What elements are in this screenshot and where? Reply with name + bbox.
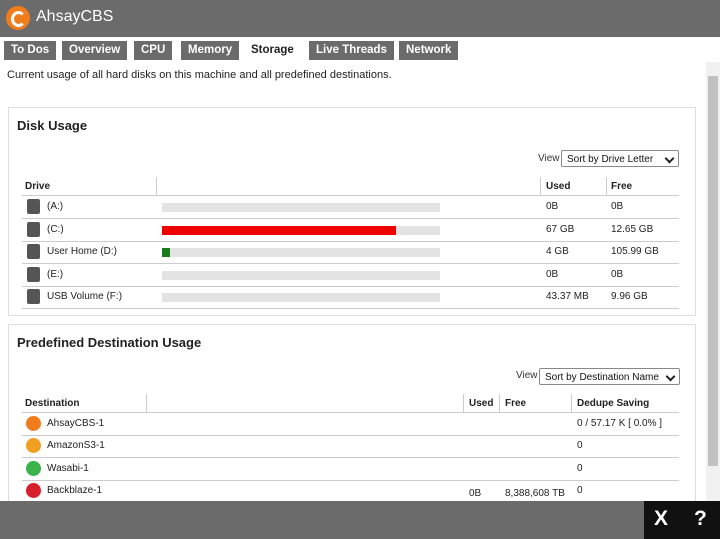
usage-track — [162, 225, 440, 235]
dedupe-saving: 0 / 57.17 K [ 0.0% ] — [577, 418, 663, 429]
content: Disk Usage View Sort by Drive Letter Drive U… — [0, 0, 706, 501]
drive-icon — [27, 221, 40, 237]
destination-icon — [26, 416, 41, 431]
destination-icon — [26, 438, 41, 454]
scroll-thumb[interactable] — [708, 76, 718, 466]
destination-name: Wasabi-1 — [47, 462, 89, 474]
drive-name: (C:) — [47, 223, 64, 235]
column-header: Free — [611, 181, 633, 192]
free: 9.96 GB — [611, 291, 648, 302]
row-rule — [22, 435, 679, 436]
row-rule — [22, 263, 679, 264]
free: 12.65 GB — [611, 223, 654, 235]
usage-bar — [162, 225, 396, 235]
scrollbar[interactable] — [706, 62, 720, 501]
drive-name: (A:) — [47, 201, 64, 212]
panel-title: Disk Usage — [17, 118, 88, 133]
row-rule — [22, 308, 679, 309]
column-header: Used — [546, 181, 571, 192]
destination-name: AmazonS3-1 — [47, 440, 105, 452]
used: 0B — [546, 201, 559, 212]
destination-name: Backblaze-1 — [47, 484, 103, 496]
used: 4 GB — [546, 246, 569, 257]
header-rule — [22, 195, 679, 196]
tab[interactable]: Overview — [62, 41, 128, 60]
sort-select[interactable]: Sort by Drive Letter — [561, 150, 679, 167]
used: 43.37 MB — [546, 291, 589, 302]
drive-name: User Home (D:) — [47, 246, 118, 257]
header-rule — [22, 412, 679, 413]
tab[interactable]: Network — [399, 41, 459, 60]
help-button[interactable]: ? — [694, 507, 707, 530]
usage-track — [162, 203, 440, 212]
destination-usage-panel: Predefined Destination Usage View Sort by … — [8, 324, 696, 501]
tab[interactable]: To Dos — [4, 41, 57, 60]
free: 0B — [611, 201, 624, 212]
destination-icon — [26, 482, 41, 498]
usage-track — [162, 270, 440, 280]
usage-bar — [162, 248, 171, 257]
used: 0B — [546, 268, 559, 280]
drive-icon — [27, 266, 40, 282]
column-header: Destination — [25, 398, 80, 409]
row-rule — [22, 479, 679, 481]
free: 8,388,608 TB — [505, 487, 565, 499]
footer: X ? — [0, 501, 720, 539]
tab[interactable]: CPU — [134, 41, 173, 60]
tab[interactable]: Live Threads — [309, 41, 394, 60]
column-header: Dedupe Saving — [577, 398, 650, 409]
destination-name: AhsayCBS-1 — [47, 418, 105, 429]
column-divider — [499, 394, 500, 412]
sort-select[interactable]: Sort by Destination Name — [539, 368, 680, 385]
description: Current usage of all hard disks on this … — [7, 69, 392, 81]
footer-buttons: X ? — [644, 501, 720, 539]
view-label: View — [538, 153, 560, 164]
app-title: AhsayCBS — [36, 8, 114, 25]
tab[interactable]: Storage — [244, 41, 301, 60]
dedupe-saving: 0 — [577, 440, 583, 452]
free: 0B — [611, 268, 624, 280]
logo — [6, 6, 30, 30]
drive-name: USB Volume (F:) — [47, 291, 123, 302]
tab[interactable]: Memory — [181, 41, 240, 60]
dedupe-saving: 0 — [577, 462, 583, 474]
row-rule — [22, 240, 679, 242]
usage-track — [162, 293, 440, 302]
logo-mark — [11, 11, 26, 27]
column-divider — [146, 394, 147, 412]
used: 0B — [469, 487, 482, 499]
drive-icon — [27, 199, 40, 214]
panel-title: Predefined Destination Usage — [17, 335, 202, 350]
disk-usage-panel: Disk Usage View Sort by Drive Letter Drive U… — [8, 107, 696, 316]
destination-icon — [26, 460, 41, 476]
view-label: View — [516, 370, 538, 381]
row-rule — [22, 457, 679, 459]
column-header: Free — [505, 398, 527, 409]
column-divider — [571, 394, 572, 412]
row-rule — [22, 218, 679, 219]
column-divider — [156, 177, 157, 195]
drive-icon — [27, 289, 40, 304]
tab-strip: To Dos Overview CPU Memory Storage Live Threa… — [0, 37, 720, 62]
usage-track — [162, 248, 440, 257]
close-button[interactable]: X — [654, 507, 669, 530]
free: 105.99 GB — [611, 246, 659, 257]
drive-name: (E:) — [47, 268, 64, 280]
drive-icon — [27, 244, 40, 259]
used: 67 GB — [546, 223, 575, 235]
column-divider — [463, 394, 464, 412]
dedupe-saving: 0 — [577, 484, 583, 496]
column-divider — [606, 177, 607, 195]
column-header: Used — [469, 398, 494, 409]
column-header: Drive — [25, 181, 51, 192]
column-divider — [540, 177, 541, 195]
top-bar: AhsayCBS — [0, 0, 720, 37]
row-rule — [22, 285, 679, 287]
